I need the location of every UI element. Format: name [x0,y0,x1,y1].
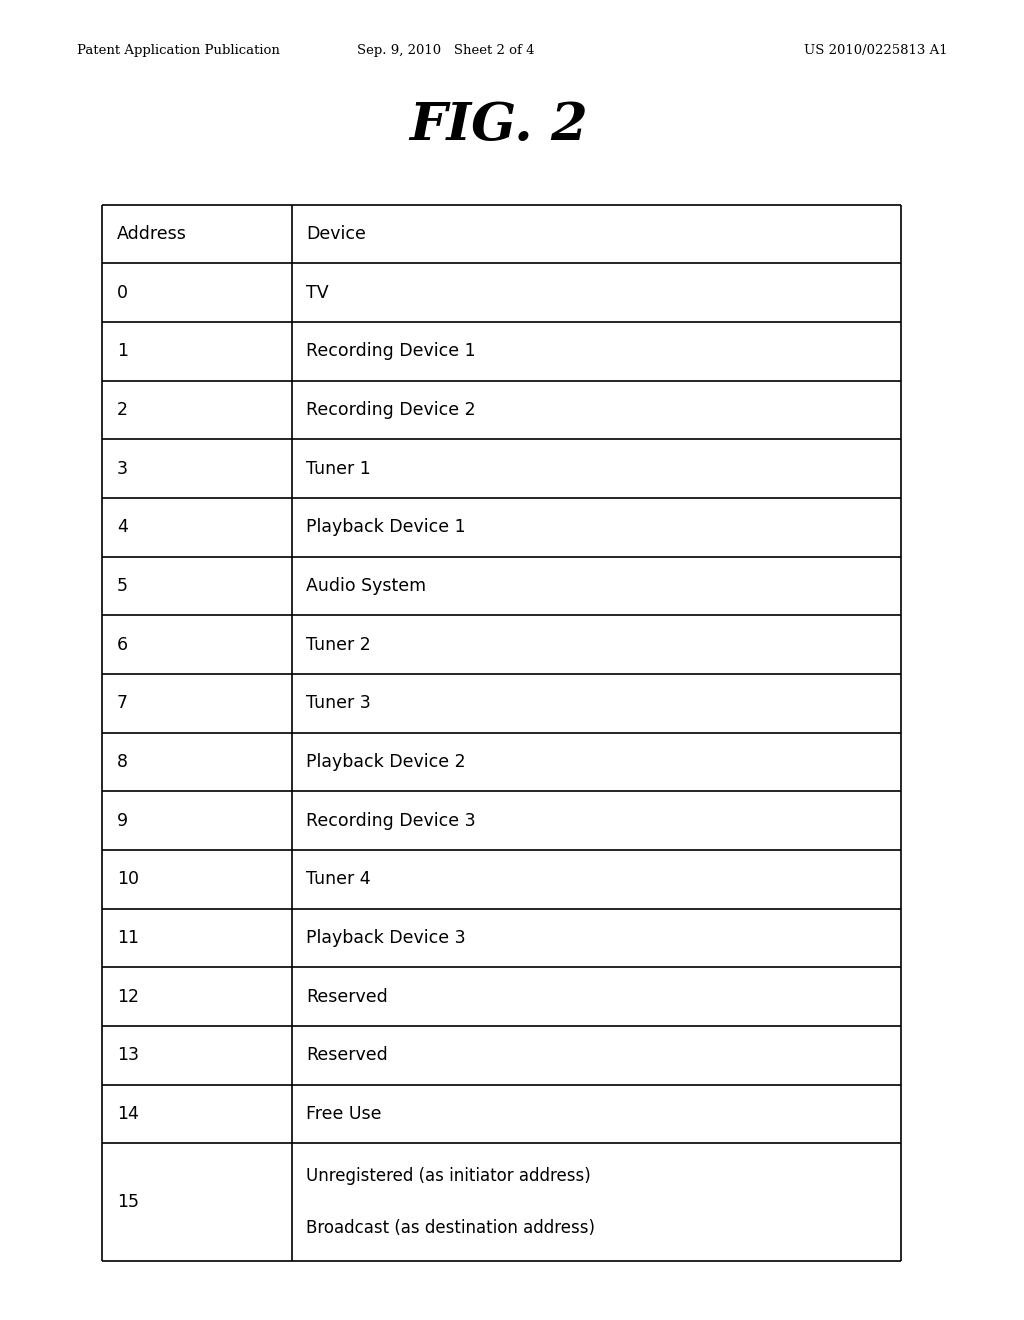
Text: 12: 12 [117,987,138,1006]
Text: 5: 5 [117,577,128,595]
Text: 2: 2 [117,401,128,418]
Text: Tuner 4: Tuner 4 [306,870,371,888]
Text: Playback Device 1: Playback Device 1 [306,519,466,536]
Text: Sep. 9, 2010   Sheet 2 of 4: Sep. 9, 2010 Sheet 2 of 4 [356,44,535,57]
Text: Playback Device 3: Playback Device 3 [306,929,466,946]
Text: FIG. 2: FIG. 2 [410,100,588,150]
Text: Device: Device [306,224,366,243]
Text: Recording Device 2: Recording Device 2 [306,401,476,418]
Text: Address: Address [117,224,186,243]
Text: Tuner 2: Tuner 2 [306,636,371,653]
Text: 1: 1 [117,342,128,360]
Text: Free Use: Free Use [306,1105,382,1123]
Text: 14: 14 [117,1105,138,1123]
Text: Recording Device 1: Recording Device 1 [306,342,476,360]
Text: Audio System: Audio System [306,577,426,595]
Text: Tuner 1: Tuner 1 [306,459,371,478]
Text: 0: 0 [117,284,128,301]
Text: 9: 9 [117,812,128,829]
Text: Unregistered (as initiator address): Unregistered (as initiator address) [306,1167,591,1185]
Text: 7: 7 [117,694,128,713]
Text: Reserved: Reserved [306,987,388,1006]
Text: 11: 11 [117,929,138,946]
Text: Playback Device 2: Playback Device 2 [306,752,466,771]
Text: Patent Application Publication: Patent Application Publication [77,44,280,57]
Text: 15: 15 [117,1193,138,1210]
Text: 8: 8 [117,752,128,771]
Text: Recording Device 3: Recording Device 3 [306,812,476,829]
Text: Tuner 3: Tuner 3 [306,694,371,713]
Text: 6: 6 [117,636,128,653]
Text: 3: 3 [117,459,128,478]
Text: TV: TV [306,284,329,301]
Text: US 2010/0225813 A1: US 2010/0225813 A1 [804,44,947,57]
Text: 10: 10 [117,870,138,888]
Text: 13: 13 [117,1047,138,1064]
Text: Broadcast (as destination address): Broadcast (as destination address) [306,1218,595,1237]
Text: 4: 4 [117,519,128,536]
Text: Reserved: Reserved [306,1047,388,1064]
